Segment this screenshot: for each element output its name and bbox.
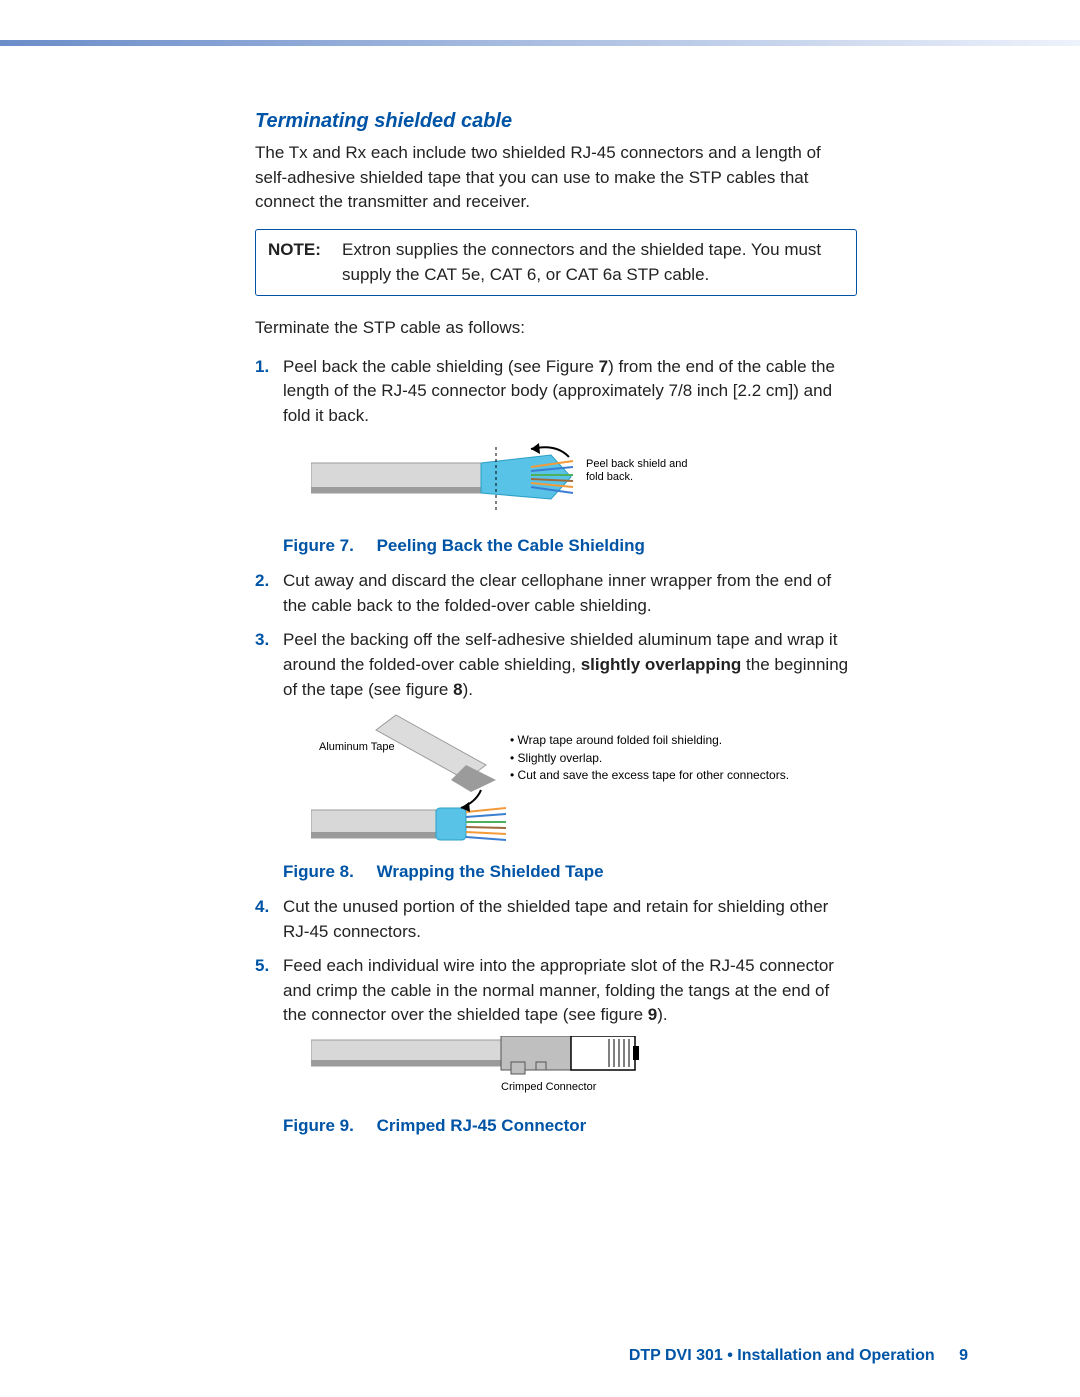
note-text: Extron supplies the connectors and the s… — [342, 238, 844, 287]
figure-7-svg: Peel back shield and fold back. — [311, 437, 721, 517]
figure-7-caption-title: Peeling Back the Cable Shielding — [377, 536, 645, 555]
svg-text:fold back.: fold back. — [586, 471, 633, 483]
step-3-bold: slightly overlapping — [581, 655, 742, 674]
section-title: Terminating shielded cable — [255, 110, 857, 133]
figure-9-caption: Figure 9. Crimped RJ-45 Connector — [283, 1114, 857, 1139]
figure-8-caption-title: Wrapping the Shielded Tape — [377, 862, 604, 881]
figure-7: Peel back shield and fold back. Figure 7… — [311, 437, 857, 559]
step-2: Cut away and discard the clear cellophan… — [255, 569, 857, 618]
step-1: Peel back the cable shielding (see Figur… — [255, 355, 857, 559]
steps-list: Peel back the cable shielding (see Figur… — [255, 355, 857, 1139]
note-box: NOTE: Extron supplies the connectors and… — [255, 229, 857, 296]
step-1-figref: 7 — [599, 357, 608, 376]
step-4: Cut the unused portion of the shielded t… — [255, 895, 857, 944]
figure-8: Aluminum Tape — [311, 710, 857, 885]
header-gradient-bar — [0, 40, 1080, 46]
figure-8-svg: Aluminum Tape — [311, 710, 506, 850]
figure-9-caption-title: Crimped RJ-45 Connector — [377, 1116, 587, 1135]
figure-8-bullets: • Wrap tape around folded foil shielding… — [506, 710, 789, 784]
figure-8-caption-prefix: Figure 8. — [283, 862, 354, 881]
figure-7-caption-prefix: Figure 7. — [283, 536, 354, 555]
figure-9-svg: Crimped Connector — [311, 1036, 651, 1096]
figure-8-bullet-1-text: Wrap tape around folded foil shielding. — [518, 733, 723, 747]
svg-text:Peel back shield and: Peel back shield and — [586, 458, 688, 470]
svg-text:Aluminum Tape: Aluminum Tape — [319, 741, 395, 753]
figure-8-caption: Figure 8. Wrapping the Shielded Tape — [283, 860, 857, 885]
page-number: 9 — [959, 1347, 968, 1364]
step-2-text: Cut away and discard the clear cellophan… — [283, 571, 831, 615]
figure-9: Crimped Connector Figure 9. Crimped RJ-4… — [311, 1036, 857, 1138]
note-label: NOTE: — [268, 238, 342, 287]
step-3-text-e: ). — [463, 680, 473, 699]
page-footer: DTP DVI 301 • Installation and Operation… — [629, 1347, 968, 1365]
step-5-figref: 9 — [648, 1005, 657, 1024]
content-column: Terminating shielded cable The Tx and Rx… — [255, 110, 857, 1148]
figure-8-bullet-1: • Wrap tape around folded foil shielding… — [510, 732, 789, 749]
figure-7-caption: Figure 7. Peeling Back the Cable Shieldi… — [283, 534, 857, 559]
lead-in-text: Terminate the STP cable as follows: — [255, 316, 857, 341]
figure-8-bullet-3: • Cut and save the excess tape for other… — [510, 767, 789, 784]
figure-8-bullet-2-text: Slightly overlap. — [518, 751, 603, 765]
step-3: Peel the backing off the self-adhesive s… — [255, 628, 857, 885]
step-5: Feed each individual wire into the appro… — [255, 954, 857, 1138]
svg-text:Crimped Connector: Crimped Connector — [501, 1081, 597, 1093]
intro-paragraph: The Tx and Rx each include two shielded … — [255, 141, 857, 215]
figure-8-bullet-2: • Slightly overlap. — [510, 750, 789, 767]
figure-9-caption-prefix: Figure 9. — [283, 1116, 354, 1135]
step-5-text-a: Feed each individual wire into the appro… — [283, 956, 834, 1024]
page: Terminating shielded cable The Tx and Rx… — [0, 0, 1080, 1397]
step-4-text: Cut the unused portion of the shielded t… — [283, 897, 828, 941]
footer-text: DTP DVI 301 • Installation and Operation — [629, 1347, 935, 1364]
step-3-figref: 8 — [453, 680, 462, 699]
figure-8-bullet-3-text: Cut and save the excess tape for other c… — [518, 768, 790, 782]
step-1-text-a: Peel back the cable shielding (see Figur… — [283, 357, 599, 376]
step-5-text-c: ). — [657, 1005, 667, 1024]
